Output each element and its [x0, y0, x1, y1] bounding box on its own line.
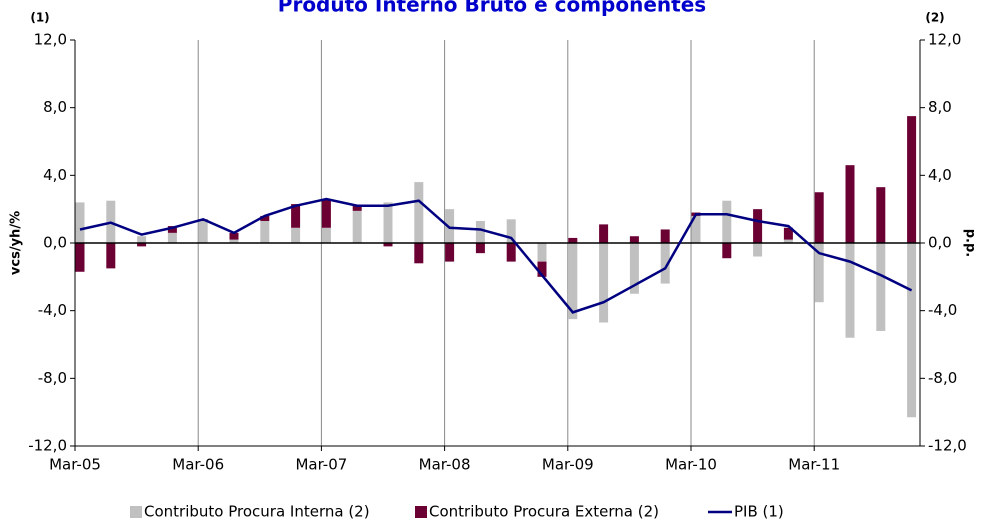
legend-swatch — [130, 506, 142, 518]
bar — [414, 182, 424, 243]
y2-tick-label: -8,0 — [928, 369, 957, 387]
bar — [106, 243, 116, 269]
bar — [876, 187, 886, 243]
bar — [260, 221, 270, 243]
bar — [75, 243, 85, 272]
bar — [691, 215, 701, 243]
bar — [599, 224, 609, 243]
bar — [383, 202, 393, 243]
x-tick-label: Mar-11 — [788, 456, 840, 474]
bar — [75, 202, 85, 243]
bar — [783, 239, 793, 243]
x-tick-label: Mar-10 — [665, 456, 717, 474]
y2-tick-label: -4,0 — [928, 301, 957, 319]
y2-tick-label: -12,0 — [928, 437, 967, 455]
bar — [137, 243, 147, 247]
bar — [167, 226, 177, 233]
bar — [753, 243, 763, 257]
y-axis-label: vcs/yh/% — [9, 211, 24, 275]
bar — [845, 243, 855, 338]
bar — [260, 215, 270, 222]
y-tick-label: 12,0 — [34, 31, 67, 49]
bar — [568, 243, 578, 320]
bar — [783, 227, 793, 240]
bar — [845, 165, 855, 243]
y2-tick-label: 12,0 — [928, 31, 961, 49]
bar — [629, 243, 639, 294]
bar — [475, 243, 485, 254]
y2-tick-label: 4,0 — [928, 166, 952, 184]
bar — [907, 243, 917, 418]
x-tick-label: Mar-07 — [295, 456, 347, 474]
bar — [599, 243, 609, 323]
bar — [352, 205, 362, 211]
chart-title: Produto Interno Bruto e componentes — [278, 0, 706, 17]
bar — [506, 243, 516, 262]
bar — [229, 232, 239, 240]
y-tick-label: 4,0 — [43, 166, 67, 184]
bar — [291, 227, 301, 243]
y-tick-label: -4,0 — [38, 301, 67, 319]
legend-label: Contributo Procura Externa (2) — [429, 503, 659, 521]
bar — [660, 243, 670, 284]
x-tick-label: Mar-08 — [419, 456, 471, 474]
y-tick-label: 8,0 — [43, 98, 67, 116]
bar — [568, 237, 578, 243]
legend-label: PIB (1) — [734, 503, 784, 521]
bar — [629, 236, 639, 243]
y2-tick-label: 8,0 — [928, 98, 952, 116]
right-note: (2) — [925, 11, 944, 25]
y-tick-label: -8,0 — [38, 369, 67, 387]
bar — [722, 200, 732, 243]
bar — [445, 243, 455, 262]
line — [79, 197, 913, 314]
bar — [475, 221, 485, 243]
legend-label: Contributo Procura Interna (2) — [144, 503, 370, 521]
bar — [383, 243, 393, 247]
bar — [753, 209, 763, 243]
bar — [321, 227, 331, 243]
bar — [537, 261, 547, 277]
bar — [814, 192, 824, 243]
bar — [137, 236, 147, 243]
bar — [506, 219, 516, 243]
bar — [352, 210, 362, 243]
bar — [321, 199, 331, 228]
bar — [229, 239, 239, 243]
bar — [291, 204, 301, 228]
y-tick-label: 0,0 — [43, 234, 67, 252]
bar — [722, 243, 732, 259]
bar — [167, 232, 177, 243]
bar — [198, 221, 208, 243]
bar — [876, 243, 886, 331]
bar — [660, 229, 670, 243]
x-tick-label: Mar-09 — [542, 456, 594, 474]
y2-tick-label: 0,0 — [928, 234, 952, 252]
bar — [814, 243, 824, 303]
x-tick-label: Mar-05 — [49, 456, 101, 474]
legend-swatch — [415, 506, 427, 518]
x-tick-label: Mar-06 — [172, 456, 224, 474]
y2-axis-label: p.p. — [963, 229, 978, 258]
y-tick-label: -12,0 — [28, 437, 67, 455]
bar — [445, 209, 455, 243]
left-note: (1) — [30, 11, 49, 25]
bar — [537, 243, 547, 262]
bar — [414, 243, 424, 264]
bar — [907, 116, 917, 243]
